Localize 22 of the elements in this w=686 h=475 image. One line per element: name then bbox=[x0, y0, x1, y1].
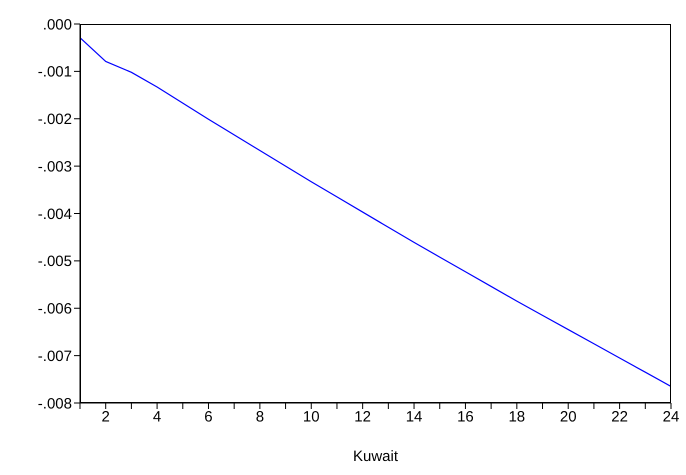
y-tick-label: -.006 bbox=[38, 300, 72, 318]
x-tick-label: 2 bbox=[102, 408, 110, 426]
x-tick-label: 4 bbox=[152, 408, 162, 426]
x-tick-label: 8 bbox=[256, 408, 264, 426]
y-tick-label: -.003 bbox=[38, 158, 72, 176]
x-axis-title: Kuwait bbox=[352, 448, 399, 465]
y-tick-label: -.005 bbox=[38, 253, 72, 270]
y-tick-label: -.008 bbox=[38, 395, 72, 412]
x-tick-label: 22 bbox=[611, 408, 628, 426]
x-tick-label: 10 bbox=[302, 408, 320, 426]
x-tick-label: 14 bbox=[406, 408, 422, 426]
x-tick-label: 6 bbox=[204, 408, 213, 426]
x-tick-label: 16 bbox=[457, 408, 474, 426]
x-tick-label: 12 bbox=[354, 408, 371, 426]
y-tick-label: .000 bbox=[42, 16, 72, 34]
x-tick-label: 24 bbox=[662, 408, 680, 426]
y-tick-label: -.004 bbox=[38, 206, 72, 223]
y-tick-label: -.002 bbox=[38, 111, 72, 128]
x-tick-label: 18 bbox=[508, 408, 526, 426]
y-tick-label: -.007 bbox=[38, 348, 72, 365]
x-tick-label: 20 bbox=[560, 408, 577, 426]
y-tick-label: -.001 bbox=[38, 64, 72, 81]
